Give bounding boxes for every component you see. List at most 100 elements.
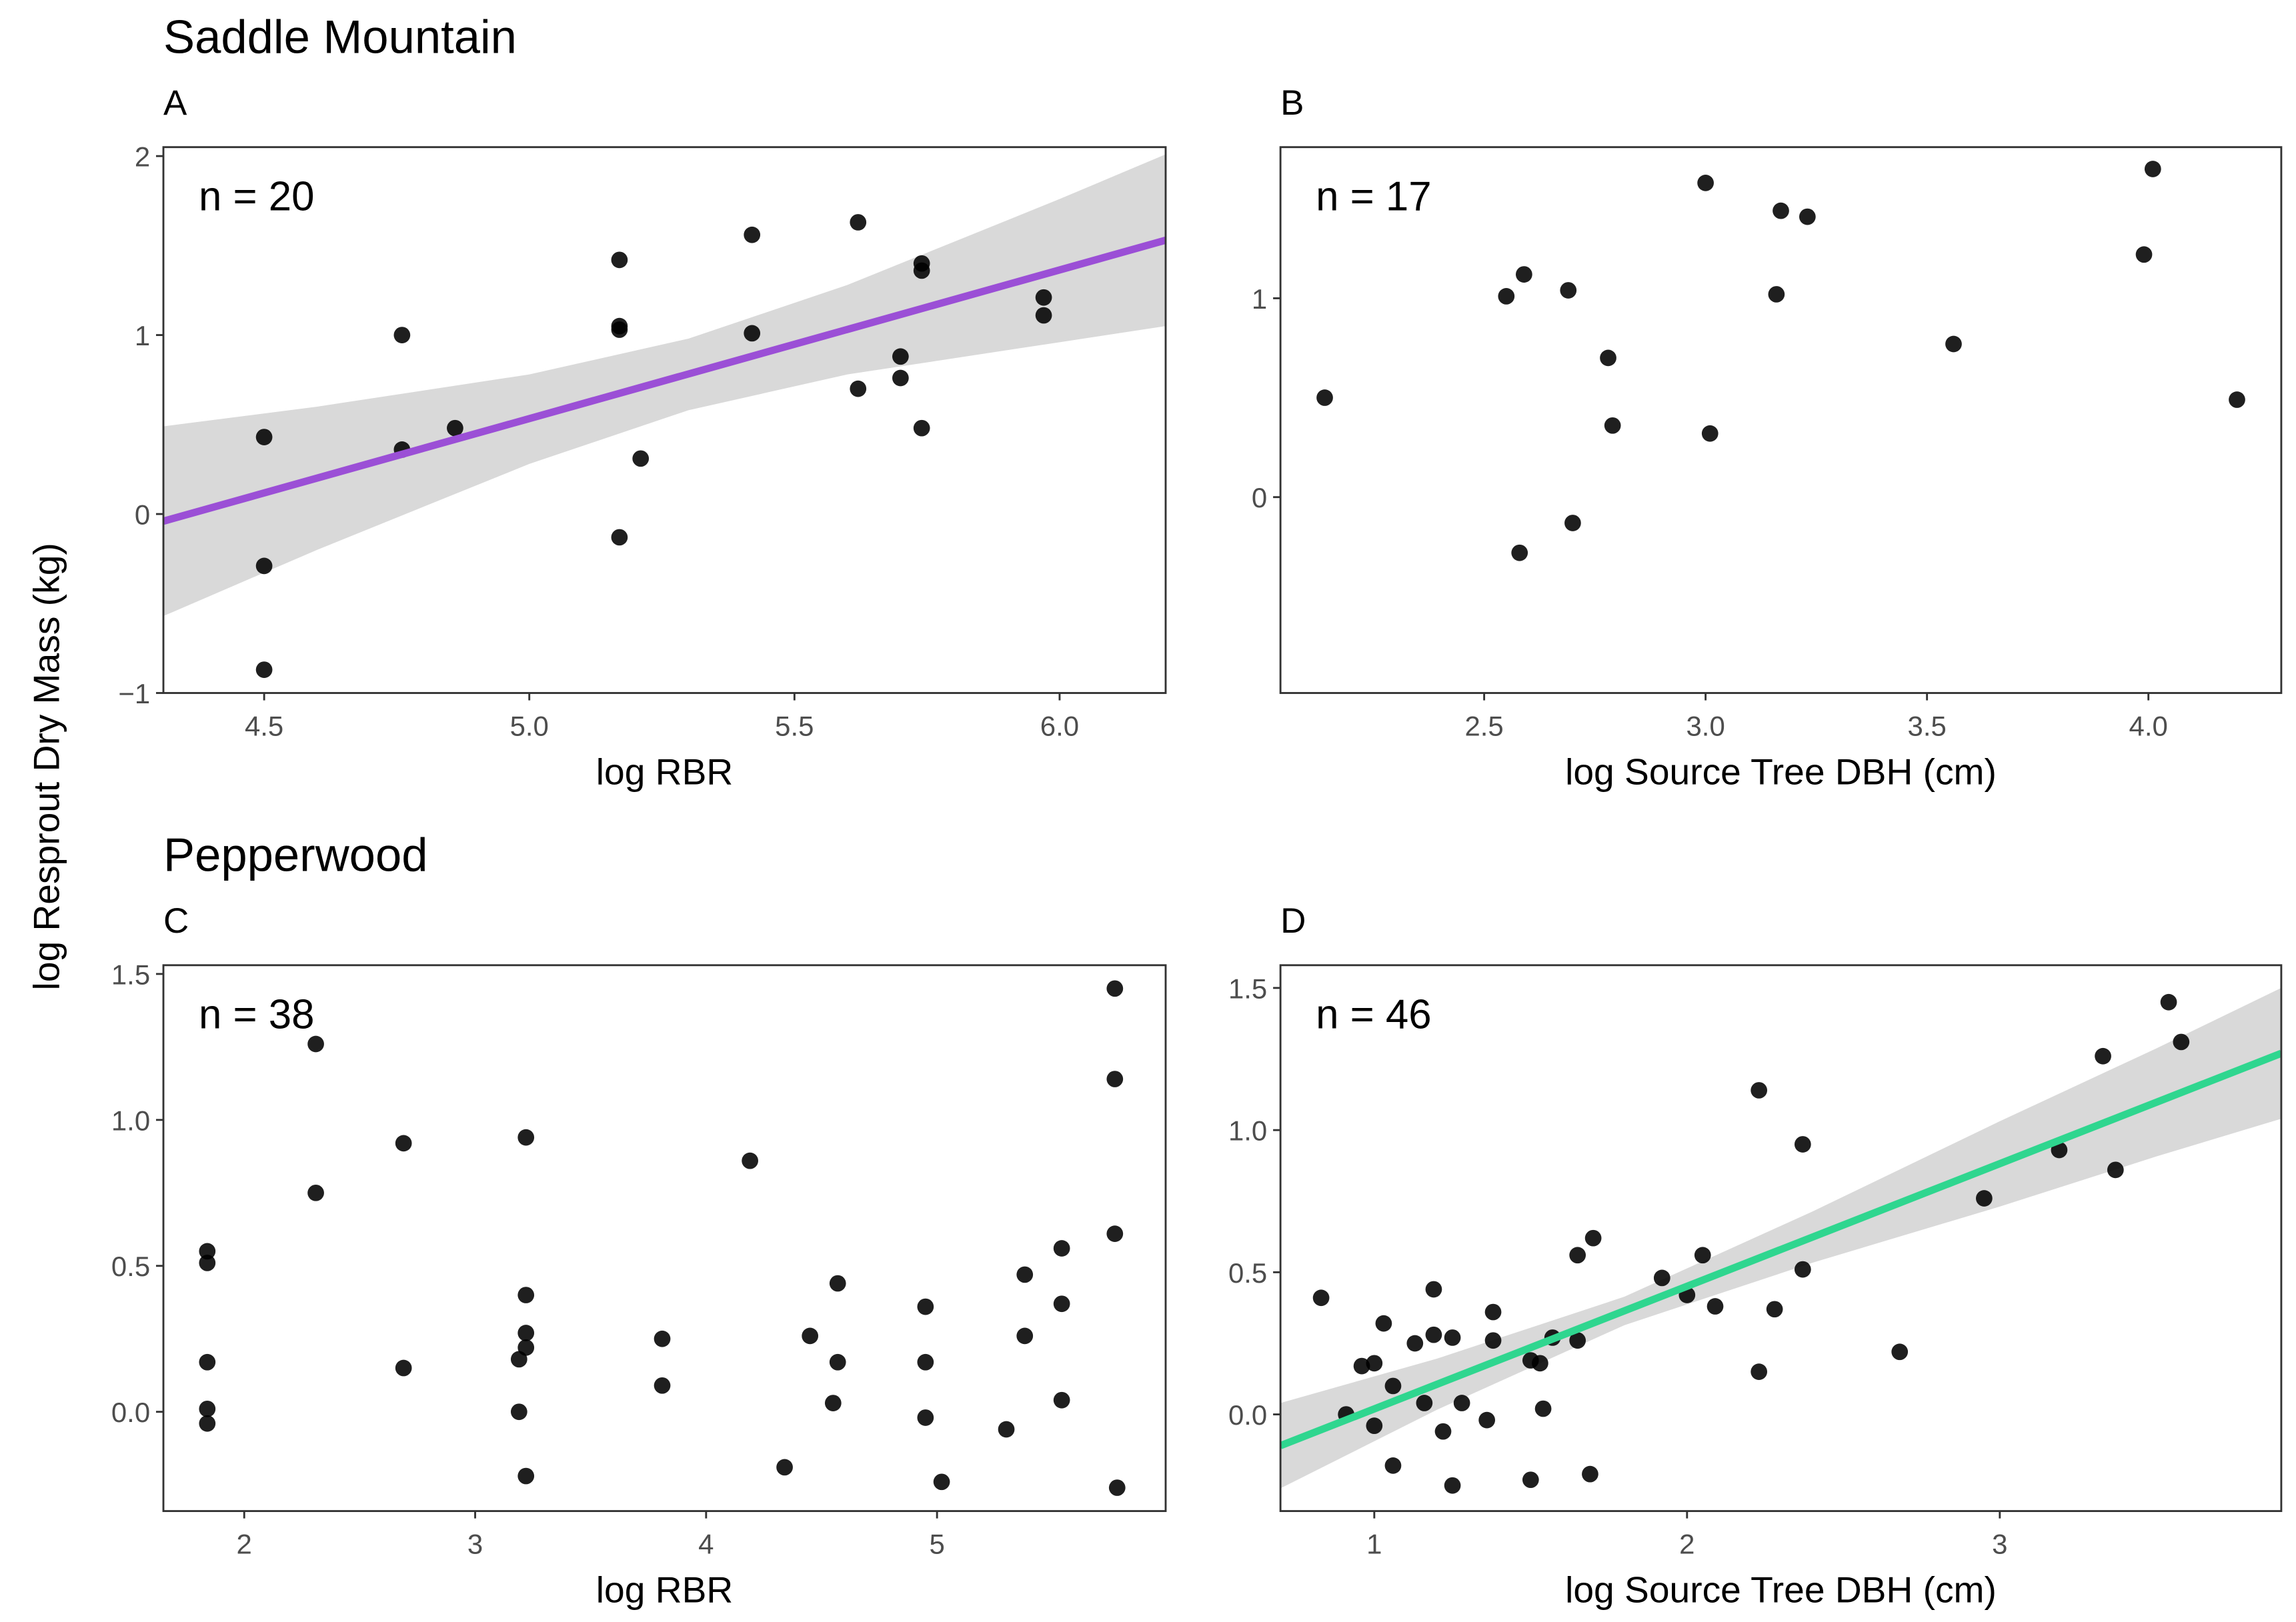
data-point	[199, 1415, 216, 1432]
y-tick-label: 2	[135, 141, 150, 173]
data-point	[1653, 1269, 1670, 1287]
data-point	[776, 1459, 793, 1476]
panel-d: Dn = 46 1 2 3 0.0 0.5 1.0 1.5 log Source Tree DB…	[1228, 901, 2283, 1610]
data-point	[1564, 515, 1581, 531]
y-tick-label: 1	[1252, 283, 1267, 315]
sample-size-label: n = 38	[199, 992, 315, 1038]
data-point	[2107, 1161, 2124, 1179]
data-point	[307, 1184, 324, 1201]
data-point	[1773, 202, 1789, 219]
y-tick-label: 0.0	[1228, 1399, 1267, 1431]
panel-b: Bn = 17 2.5 3.0 3.5 4.0 0 1 log Source Tree DBH…	[1252, 83, 2283, 792]
data-point	[1706, 1298, 1724, 1315]
panel-a: An = 20 4.5 5.0 5.5 6.0 −1 0 1 2 log RBR	[118, 83, 1167, 792]
plot-area	[1316, 161, 2245, 561]
section-title-pepperwood: Pepperwood	[163, 829, 427, 881]
panel-border	[1279, 964, 2283, 1513]
x-tick-label: 1	[1366, 1529, 1382, 1560]
x-tick-label: 4	[698, 1529, 714, 1560]
data-point	[2160, 993, 2177, 1011]
data-point	[802, 1327, 819, 1345]
plot-area	[163, 154, 1166, 678]
data-point	[1975, 1190, 1993, 1207]
data-point	[1582, 1465, 1598, 1483]
data-point	[1434, 1423, 1452, 1440]
x-tick-label: 3.5	[1908, 711, 1947, 742]
data-point	[611, 321, 628, 338]
y-axis-label: log Resprout Dry Mass (kg)	[25, 543, 67, 990]
data-point	[654, 1377, 671, 1394]
data-point	[1106, 1071, 1124, 1087]
data-point	[654, 1330, 671, 1347]
data-point	[1697, 175, 1714, 191]
data-point	[892, 348, 909, 365]
data-point	[1444, 1477, 1461, 1494]
data-point	[1316, 389, 1333, 406]
data-point	[1016, 1327, 1034, 1345]
data-point	[611, 529, 628, 546]
data-point	[1106, 1225, 1124, 1242]
data-point	[395, 1135, 412, 1152]
data-point	[1406, 1335, 1424, 1352]
y-tick-label: 1.5	[111, 959, 150, 990]
data-point	[917, 1298, 934, 1315]
y-tick-label: −1	[118, 678, 150, 709]
data-point	[1532, 1355, 1548, 1372]
x-tick-label: 3.0	[1686, 711, 1725, 742]
data-point	[1498, 288, 1515, 305]
x-axis-label: log RBR	[596, 751, 733, 792]
data-point	[1694, 1247, 1711, 1264]
y-tick-label: 1.0	[1228, 1115, 1267, 1147]
data-point	[1384, 1377, 1402, 1395]
x-axis-label: log RBR	[596, 1569, 733, 1610]
data-point	[2173, 1033, 2190, 1051]
data-point	[933, 1473, 950, 1491]
data-point	[517, 1129, 535, 1146]
data-point	[1108, 1479, 1126, 1496]
data-point	[1484, 1303, 1502, 1321]
sample-size-label: n = 46	[1316, 992, 1432, 1038]
data-point	[2144, 161, 2161, 177]
data-point	[199, 1243, 216, 1260]
regression-line	[1280, 1049, 2281, 1449]
data-point	[1534, 1400, 1552, 1417]
data-point	[255, 429, 273, 445]
data-point	[1053, 1391, 1070, 1409]
data-point	[917, 1409, 934, 1426]
data-point	[1511, 544, 1528, 561]
data-point	[1794, 1136, 1811, 1153]
y-tick-label: 0	[1252, 482, 1267, 513]
data-point	[1453, 1395, 1470, 1411]
data-point	[1584, 1229, 1602, 1247]
data-point	[510, 1403, 527, 1421]
x-tick-label: 2	[1679, 1529, 1694, 1560]
panel-border	[1279, 146, 2283, 694]
y-tick-label: 0.5	[1228, 1257, 1267, 1289]
data-point	[1600, 349, 1616, 367]
data-point	[2135, 246, 2153, 263]
data-point	[1478, 1411, 1496, 1429]
data-point	[517, 1325, 535, 1341]
data-point	[1416, 1395, 1433, 1411]
data-point	[1484, 1332, 1502, 1349]
data-point	[393, 327, 411, 343]
data-point	[1569, 1247, 1586, 1264]
panel-label: B	[1280, 83, 1304, 123]
y-tick-label: 0.5	[111, 1251, 150, 1282]
sample-size-label: n = 17	[1316, 174, 1432, 220]
data-point	[632, 450, 650, 467]
data-point	[1799, 208, 1816, 225]
panel-border	[162, 146, 1167, 694]
data-point	[1366, 1355, 1383, 1372]
data-point	[824, 1395, 842, 1411]
x-axis-label: log Source Tree DBH (cm)	[1565, 751, 1997, 792]
panel-c: Cn = 38 2 3 4 5 0.0 0.5 1.0 1.5 log RBR	[111, 901, 1167, 1610]
data-point	[1751, 1082, 1768, 1099]
data-point	[447, 419, 463, 437]
y-tick-label: 1.0	[111, 1105, 150, 1136]
data-point	[1035, 307, 1052, 324]
section-title-saddle-mountain: Saddle Mountain	[163, 10, 517, 63]
data-point	[850, 380, 867, 397]
data-point	[1751, 1363, 1768, 1380]
